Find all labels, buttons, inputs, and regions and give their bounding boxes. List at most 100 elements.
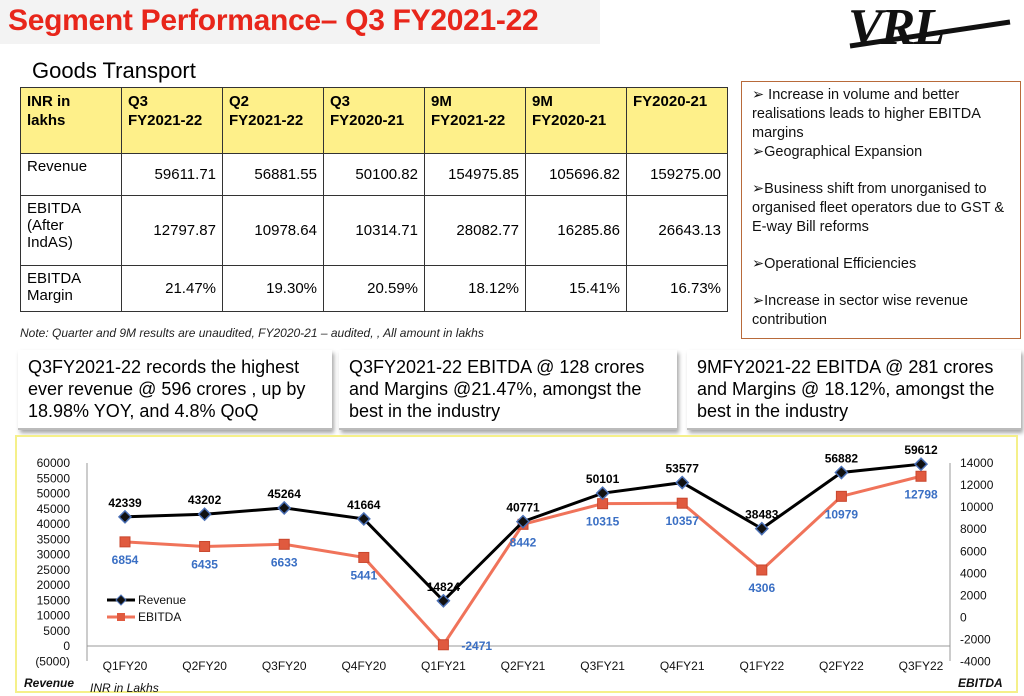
revenue-point bbox=[913, 457, 929, 472]
unit-note: INR in Lakhs bbox=[90, 681, 159, 695]
ebitda-data-label: 12798 bbox=[904, 487, 938, 501]
ebitda-data-label: 4306 bbox=[748, 581, 775, 595]
ebitda-point bbox=[437, 639, 449, 651]
revenue-data-label: 41664 bbox=[347, 498, 381, 512]
y-right-tick-label: 4000 bbox=[960, 566, 987, 580]
y-right-tick-label: 12000 bbox=[960, 478, 994, 492]
revenue-data-label: 45264 bbox=[268, 487, 302, 501]
ebitda-data-label: 8442 bbox=[510, 535, 537, 549]
revenue-point bbox=[277, 500, 292, 516]
revenue-point bbox=[834, 465, 849, 480]
x-tick-label: Q1FY22 bbox=[739, 659, 784, 673]
legend-revenue-label: Revenue bbox=[138, 593, 186, 607]
table-header-row: INR in lakhs Q3 FY2021-22 Q2 FY2021-22 Q3 FY… bbox=[20, 87, 728, 154]
y-left-tick-label: 35000 bbox=[37, 532, 71, 546]
table-row: Revenue 59611.71 56881.55 50100.82 15497… bbox=[20, 153, 728, 196]
ebitda-data-label: 5441 bbox=[350, 568, 377, 582]
ebitda-point bbox=[119, 536, 131, 548]
y-left-tick-label: 30000 bbox=[37, 548, 71, 562]
table-cell: 50100.82 bbox=[323, 153, 425, 196]
revenue-point bbox=[197, 507, 212, 522]
table-row: EBITDA Margin 21.47% 19.30% 20.59% 18.12%… bbox=[20, 265, 728, 312]
revenue-point bbox=[117, 509, 133, 524]
table-cell: 59611.71 bbox=[121, 153, 223, 196]
y-left-tick-label: 55000 bbox=[37, 471, 71, 485]
x-tick-label: Q2FY22 bbox=[819, 659, 864, 673]
row-label: EBITDA Margin bbox=[20, 265, 122, 312]
header-cell: INR in lakhs bbox=[20, 87, 122, 154]
ebitda-point bbox=[199, 540, 211, 552]
table-row: EBITDA (After IndAS) 12797.87 10978.64 103… bbox=[20, 195, 728, 266]
ebitda-data-label: 6633 bbox=[271, 555, 298, 569]
callout-q3-ebitda: Q3FY2021-22 EBITDA @ 128 crores and Marg… bbox=[339, 350, 677, 430]
revenue-data-label: 43202 bbox=[188, 493, 222, 507]
table-cell: 10314.71 bbox=[323, 195, 425, 266]
vrl-logo: VRL bbox=[848, 0, 1011, 52]
table-cell: 21.47% bbox=[121, 265, 223, 312]
y-left-tick-label: 15000 bbox=[37, 593, 71, 607]
revenue-point bbox=[436, 593, 451, 608]
x-tick-label: Q2FY20 bbox=[182, 659, 227, 673]
revenue-point bbox=[595, 486, 610, 501]
x-tick-label: Q2FY21 bbox=[501, 659, 546, 673]
y-right-tick-label: 14000 bbox=[960, 456, 994, 470]
table-cell: 154975.85 bbox=[424, 153, 526, 196]
ebitda-data-label: 10979 bbox=[825, 507, 859, 521]
legend-ebitda-marker bbox=[117, 613, 125, 621]
y-left-tick-label: 50000 bbox=[37, 487, 71, 501]
table-cell: 16285.86 bbox=[525, 195, 627, 266]
ebitda-data-label: 10357 bbox=[666, 514, 700, 528]
bullet-item: ➢Operational Efficiencies bbox=[752, 256, 917, 272]
y-left-tick-label: 10000 bbox=[37, 609, 71, 623]
table-cell: 20.59% bbox=[323, 265, 425, 312]
y-left-tick-label: 20000 bbox=[37, 578, 71, 592]
y-left-tick-label: 45000 bbox=[37, 502, 71, 516]
y-right-tick-label: 0 bbox=[960, 611, 967, 625]
revenue-point bbox=[356, 511, 371, 526]
header-cell: Q3 FY2021-22 bbox=[121, 87, 223, 154]
table-cell: 56881.55 bbox=[222, 153, 324, 196]
ebitda-data-label: -2471 bbox=[461, 639, 492, 653]
x-tick-label: Q3FY21 bbox=[580, 659, 625, 673]
table-cell: 105696.82 bbox=[525, 153, 627, 196]
callout-9m-ebitda: 9MFY2021-22 EBITDA @ 281 crores and Marg… bbox=[687, 350, 1021, 430]
ebitda-data-label: 6854 bbox=[112, 553, 139, 567]
x-tick-label: Q3FY20 bbox=[262, 659, 307, 673]
bullet-item: ➢Geographical Expansion bbox=[752, 144, 923, 160]
y-right-tick-label: -2000 bbox=[960, 633, 991, 647]
bullet-item: ➢Business shift from unorganised to orga… bbox=[752, 181, 1005, 235]
y-left-tick-label: 5000 bbox=[43, 624, 70, 638]
revenue-point bbox=[515, 514, 531, 529]
x-tick-label: Q1FY20 bbox=[103, 659, 148, 673]
y-right-tick-label: -4000 bbox=[960, 655, 991, 669]
ebitda-point bbox=[915, 470, 927, 482]
table-cell: 15.41% bbox=[525, 265, 627, 312]
table-cell: 28082.77 bbox=[424, 195, 526, 266]
revenue-data-label: 53577 bbox=[666, 462, 700, 476]
y-right-tick-label: 8000 bbox=[960, 522, 987, 536]
table-cell: 10978.64 bbox=[222, 195, 324, 266]
x-tick-label: Q4FY21 bbox=[660, 659, 705, 673]
page-title: Segment Performance– Q3 FY2021-22 bbox=[8, 4, 539, 37]
table-cell: 159275.00 bbox=[626, 153, 728, 196]
y-left-tick-label: 25000 bbox=[37, 563, 71, 577]
ebitda-point bbox=[756, 564, 768, 576]
callout-q3-revenue: Q3FY2021-22 records the highest ever rev… bbox=[18, 350, 332, 430]
revenue-data-label: 56882 bbox=[825, 452, 859, 466]
highlights-box: ➢ Increase in volume and better realisat… bbox=[741, 81, 1021, 339]
y-left-tick-label: 0 bbox=[63, 639, 70, 653]
x-tick-label: Q4FY20 bbox=[341, 659, 386, 673]
segment-table: INR in lakhs Q3 FY2021-22 Q2 FY2021-22 Q3 FY… bbox=[20, 87, 728, 312]
ebitda-data-label: 6435 bbox=[191, 557, 218, 571]
y-left-axis-title: Revenue bbox=[24, 676, 74, 690]
ebitda-point bbox=[835, 490, 847, 502]
ebitda-point bbox=[358, 551, 370, 563]
ebitda-data-label: 10315 bbox=[586, 515, 620, 529]
revenue-data-label: 38483 bbox=[745, 508, 779, 522]
title-band bbox=[0, 0, 600, 44]
revenue-data-label: 42339 bbox=[108, 496, 142, 510]
table-cell: 16.73% bbox=[626, 265, 728, 312]
legend-revenue-marker bbox=[115, 594, 127, 606]
chart-frame bbox=[15, 435, 1018, 693]
